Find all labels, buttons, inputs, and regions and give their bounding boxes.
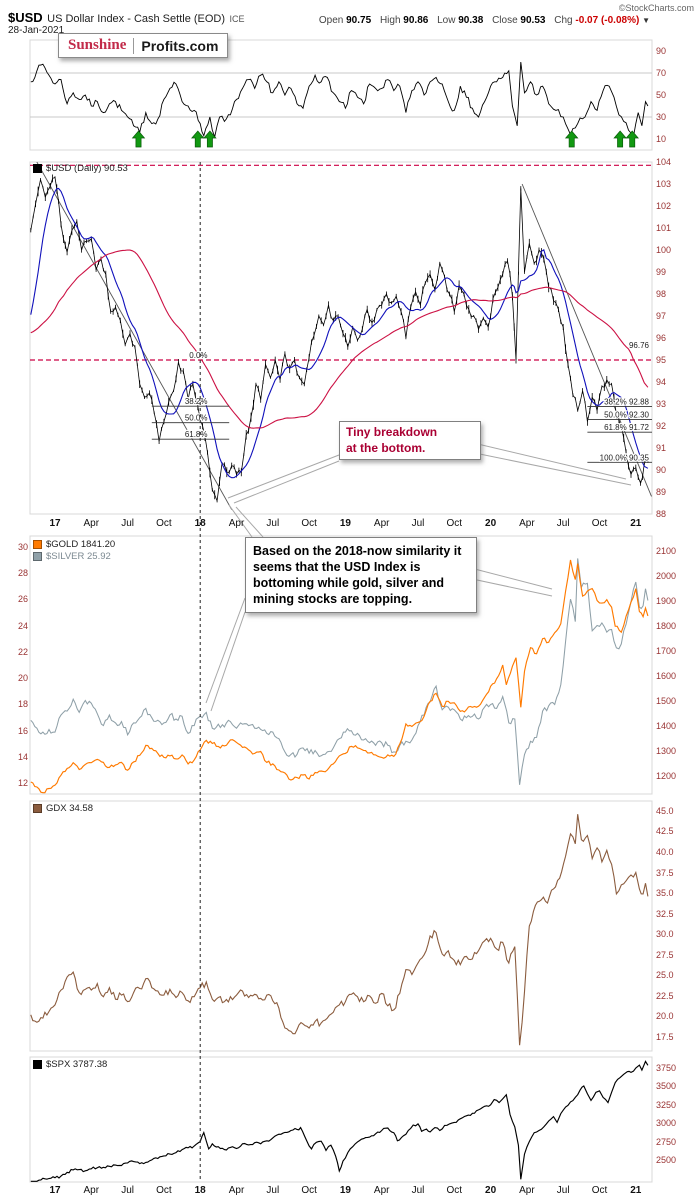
- gold-silver-series: [30, 558, 649, 794]
- green-up-arrow-icon: [564, 130, 579, 148]
- chart-date: 28-Jan-2021: [8, 25, 65, 36]
- fib-label: 38.2% 92.88: [604, 398, 649, 407]
- usd-legend-label: $USD (Daily) 90.53: [46, 163, 128, 174]
- fib-label: 61.8%: [185, 430, 208, 439]
- open-label: Open: [318, 15, 344, 26]
- sunshine-profits-logo[interactable]: Sunshine Profits.com: [58, 33, 229, 58]
- open-value: 90.75: [346, 15, 372, 26]
- close-value: 90.53: [520, 15, 546, 26]
- fib-label: 100.0% 90.35: [600, 453, 650, 462]
- oscillator-series: [30, 61, 652, 139]
- exchange-label: ICE: [229, 14, 245, 24]
- gdx-series-icon: [33, 804, 42, 813]
- logo-divider: [133, 37, 135, 54]
- logo-profits-text: Profits.com: [141, 37, 219, 54]
- fib-label: 50.0%: [185, 414, 208, 423]
- panel-border-gold_silver: [29, 535, 653, 795]
- fib-label: 61.8% 91.72: [604, 423, 649, 432]
- chart-header: $USD US Dollar Index - Cash Settle (EOD)…: [8, 9, 245, 27]
- fib-label: 38.2%: [185, 397, 208, 406]
- gold-legend: $GOLD 1841.20: [33, 539, 115, 550]
- panel-border-oscillator: [29, 39, 653, 151]
- gold-legend-label: $GOLD 1841.20: [46, 539, 116, 550]
- stockcharts-credit: ©StockCharts.com: [618, 3, 694, 13]
- panel-border-usd: [29, 161, 653, 515]
- symbol-label: $USD: [8, 10, 43, 25]
- tiny-breakdown-annotation: Tiny breakdown at the bottom.: [339, 421, 481, 461]
- green-up-arrow-icon: [613, 130, 627, 148]
- logo-sunshine-text: Sunshine: [68, 37, 127, 53]
- spx-series-icon: [33, 1060, 42, 1069]
- chg-value: -0.07 (-0.08%): [575, 15, 640, 26]
- chart-title: US Dollar Index - Cash Settle (EOD): [47, 13, 226, 25]
- silver-legend-label: $SILVER 25.92: [46, 551, 111, 562]
- low-label: Low: [437, 15, 456, 26]
- fib-label: 50.0% 92.30: [604, 410, 649, 419]
- fib-label: 0.0%: [189, 351, 207, 360]
- similarity-annotation: Based on the 2018-now similarity it seem…: [245, 537, 477, 613]
- green-up-arrow-icon: [131, 130, 146, 148]
- close-label: Close: [492, 15, 518, 26]
- tiny-breakdown-line1: Tiny breakdown: [346, 425, 438, 439]
- callout-lines: [205, 440, 632, 712]
- silver-legend: $SILVER 25.92: [33, 551, 111, 562]
- tiny-breakdown-line2: at the bottom.: [346, 440, 426, 455]
- silver-series-icon: [33, 552, 42, 561]
- usd-legend: $USD (Daily) 90.53: [33, 163, 128, 174]
- spx-legend: $SPX 3787.38: [33, 1059, 107, 1070]
- green-up-arrow-icon: [191, 130, 205, 148]
- usd-candle-icon: [33, 164, 42, 173]
- green-up-arrow-icon: [625, 130, 639, 148]
- usd-series: 0.0% 38.2% 50.0% 61.8% 38.2% 92.88 50.0% 92.3…: [30, 162, 652, 510]
- high-value: 90.86: [403, 15, 429, 26]
- fib-label: 96.76: [629, 341, 650, 350]
- quote-bar: Open 90.75 High 90.86 Low 90.38 Close 90…: [313, 15, 650, 26]
- gold-series-icon: [33, 540, 42, 549]
- gdx-series: [30, 814, 649, 1046]
- low-value: 90.38: [458, 15, 484, 26]
- panel-border-spx: [29, 1056, 653, 1183]
- chg-dropdown-triangle-icon[interactable]: ▼: [642, 16, 650, 25]
- chg-label: Chg: [554, 15, 573, 26]
- high-label: High: [379, 15, 401, 26]
- green-up-arrow-icon: [203, 130, 217, 148]
- gdx-legend: GDX 34.58: [33, 803, 93, 814]
- gdx-legend-label: GDX 34.58: [46, 803, 93, 814]
- spx-series: [30, 1060, 649, 1182]
- panel-border-gdx: [29, 800, 653, 1052]
- spx-legend-label: $SPX 3787.38: [46, 1059, 108, 1070]
